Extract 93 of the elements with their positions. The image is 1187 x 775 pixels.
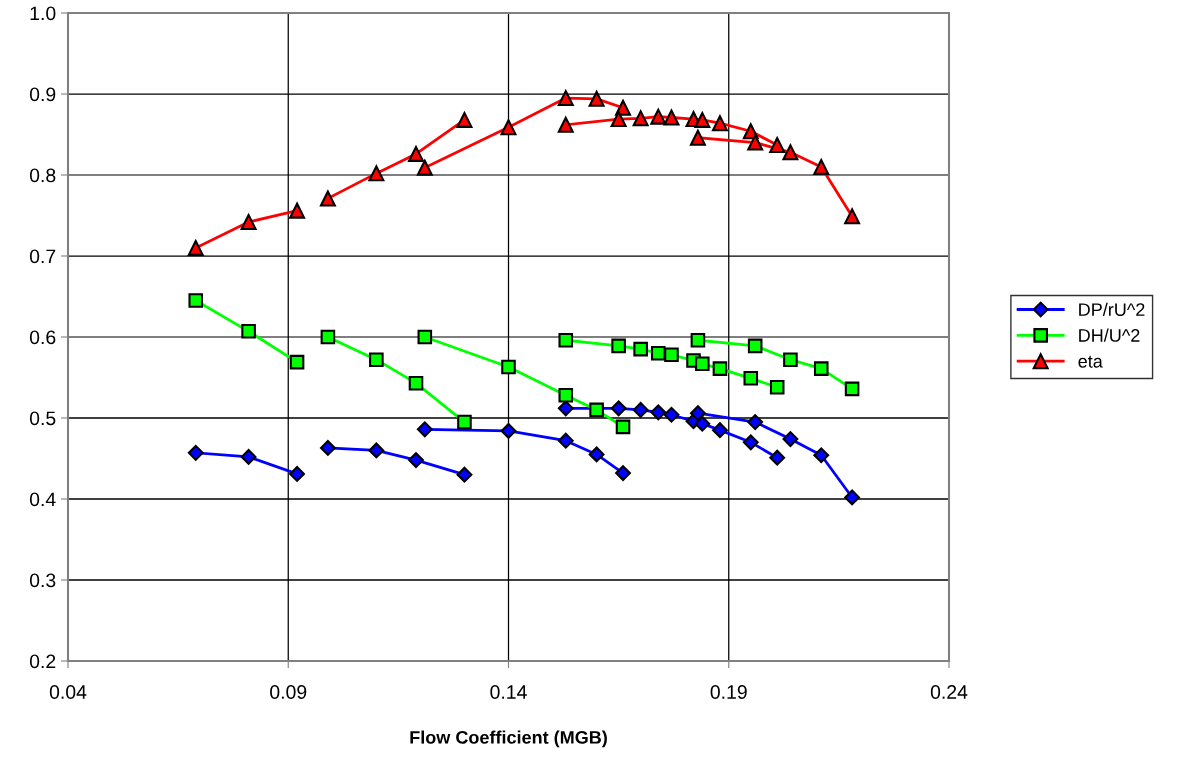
y-tick-label: 0.2: [29, 654, 56, 669]
x-tick-label: 0.09: [270, 685, 307, 699]
point: [557, 116, 574, 133]
y-tick-label: 0.4: [29, 492, 56, 507]
y-tick-label: 0.5: [29, 411, 56, 426]
point: [694, 415, 711, 432]
point: [695, 356, 710, 372]
y-tick-label: 1.0: [30, 6, 56, 21]
point: [289, 465, 305, 482]
point: [557, 432, 574, 449]
point: [632, 110, 649, 127]
point: [610, 400, 627, 417]
point: [813, 447, 830, 464]
point: [416, 159, 433, 176]
y-tick-label: 0.9: [29, 87, 56, 102]
point: [240, 214, 257, 230]
point: [615, 419, 631, 435]
point: [813, 158, 830, 175]
point: [747, 338, 763, 354]
x-tick-label: 0.14: [490, 685, 527, 699]
point: [747, 134, 764, 151]
point: [615, 465, 631, 481]
point: [664, 347, 679, 363]
point: [747, 414, 764, 430]
point: [782, 144, 799, 161]
point: [632, 401, 649, 418]
point: [844, 381, 860, 397]
point: [769, 137, 786, 154]
point: [689, 129, 706, 146]
legend-label: eta: [1078, 355, 1103, 368]
point: [320, 329, 336, 345]
point: [711, 115, 728, 132]
point: [240, 448, 257, 465]
point: [588, 446, 605, 463]
legend-label: DP/rU^2: [1079, 302, 1145, 316]
point: [368, 165, 385, 182]
x-tick-label: 0.24: [930, 685, 968, 699]
point: [650, 108, 667, 125]
point: [408, 452, 424, 469]
point: [690, 332, 706, 348]
x-axis-title: Flow Coefficient (MGB): [410, 730, 607, 748]
point: [633, 341, 648, 357]
point: [663, 406, 680, 423]
point: [742, 434, 759, 451]
point: [501, 359, 516, 375]
point: [813, 361, 829, 376]
point: [782, 431, 799, 447]
y-tick-label: 0.7: [29, 249, 56, 264]
point: [319, 440, 336, 456]
point: [712, 422, 728, 439]
point: [187, 239, 204, 256]
point: [369, 352, 384, 367]
point: [844, 208, 861, 225]
point: [557, 90, 574, 107]
point: [557, 400, 574, 417]
point: [690, 405, 706, 422]
y-tick-label: 0.8: [29, 168, 56, 183]
point: [769, 379, 785, 395]
point: [589, 402, 604, 418]
point: [500, 423, 517, 439]
point: [187, 444, 204, 461]
point: [783, 352, 798, 367]
point: [500, 119, 517, 136]
point: [611, 338, 626, 354]
point: [289, 202, 306, 219]
point: [188, 293, 204, 308]
x-tick-label: 0.19: [710, 685, 747, 699]
point: [743, 371, 759, 386]
point: [558, 388, 574, 403]
point: [408, 145, 424, 162]
point: [844, 489, 860, 506]
legend-label: DH/U^2: [1079, 328, 1140, 342]
point: [769, 449, 786, 466]
point: [456, 466, 473, 483]
point: [456, 111, 473, 128]
y-tick-label: 0.6: [29, 330, 56, 345]
point: [457, 414, 472, 430]
point: [650, 404, 667, 421]
point: [663, 109, 680, 126]
point: [588, 90, 605, 107]
point: [416, 421, 433, 438]
point: [319, 190, 336, 207]
point: [241, 324, 256, 339]
point: [694, 111, 711, 128]
point: [558, 332, 574, 348]
point: [289, 354, 305, 370]
point: [610, 111, 627, 128]
point: [368, 442, 385, 459]
y-tick-label: 0.3: [29, 573, 56, 588]
point: [408, 375, 424, 391]
point: [417, 329, 433, 345]
x-tick-label: 0.04: [49, 685, 87, 699]
point: [712, 361, 728, 376]
